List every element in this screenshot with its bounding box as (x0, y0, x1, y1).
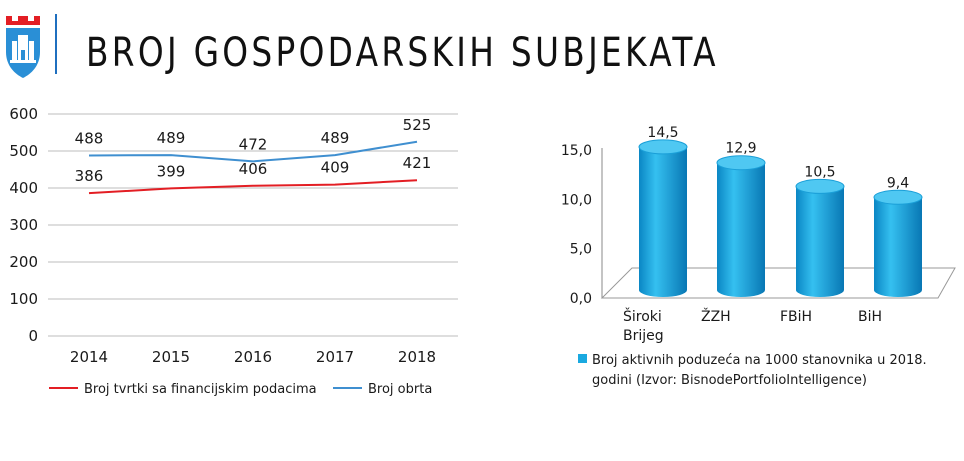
title-divider (55, 14, 57, 74)
legend-label: Broj tvrtki sa financijskim podacima (84, 382, 317, 397)
data-label: 386 (75, 167, 104, 185)
x-tick-label: ŽZH (701, 307, 731, 325)
slide-title: BROJ GOSPODARSKIH SUBJEKATA (86, 30, 719, 76)
chart-floor (600, 267, 956, 299)
data-label: 409 (321, 159, 350, 177)
data-label: 488 (75, 129, 104, 147)
bar (795, 178, 845, 297)
bar-body (717, 162, 765, 297)
y-tick-label: 100 (9, 290, 38, 308)
line-chart: 0 100 200 300 400 500 600 2014 2015 2016 2017 2018 3… (9, 105, 458, 397)
data-label: 399 (157, 162, 186, 180)
y-tick-label: 200 (9, 253, 38, 271)
x-tick-label: 2017 (316, 348, 354, 366)
y-tick-label: 600 (9, 105, 38, 123)
data-label: 525 (403, 116, 432, 134)
x-tick-label: BiH (858, 309, 882, 325)
y-tick-label: 300 (9, 216, 38, 234)
municipality-logo (3, 14, 43, 80)
legend-swatch (578, 354, 587, 363)
y-tick-label: 5,0 (570, 242, 592, 258)
series-line (88, 140, 418, 163)
y-tick-label: 500 (9, 142, 38, 160)
data-label: 9,4 (887, 175, 909, 191)
y-tick-label: 10,0 (561, 192, 592, 208)
x-tick-label: 2015 (152, 348, 190, 366)
bar-chart: 0,0 5,0 10,0 15,0 14,5 Široki Brijeg 12,9 ŽZH 10,… (561, 125, 956, 388)
bar-top (873, 189, 923, 205)
y-tick-label: 15,0 (561, 143, 592, 159)
x-tick-label: 2014 (70, 348, 108, 366)
x-tick-label: 2018 (398, 348, 436, 366)
bar-top (795, 178, 845, 194)
data-label: 489 (321, 129, 350, 147)
bar-top (638, 139, 688, 155)
data-label: 421 (403, 154, 432, 172)
bar-body (874, 197, 922, 297)
x-tick-label: Široki (623, 307, 662, 325)
bar-body (796, 186, 844, 297)
bar (638, 139, 688, 297)
bar (873, 189, 923, 297)
legend-label: Broj obrta (368, 382, 432, 397)
y-tick-label: 400 (9, 179, 38, 197)
data-label: 12,9 (725, 141, 756, 157)
data-label: 489 (157, 129, 186, 147)
x-tick-label: FBiH (780, 309, 812, 325)
bar-top (716, 155, 766, 171)
series-line (88, 179, 418, 195)
x-tick-label: Brijeg (623, 328, 664, 344)
y-tick-label: 0 (28, 327, 38, 345)
bar-body (639, 146, 687, 297)
data-label: 14,5 (647, 125, 678, 141)
y-tick-label: 0,0 (570, 291, 592, 307)
legend-label: godini (Izvor: BisnodePortfolioIntellige… (592, 373, 867, 388)
data-label: 10,5 (804, 164, 835, 180)
bar (716, 155, 766, 297)
data-label: 472 (239, 135, 268, 153)
data-label: 406 (239, 160, 268, 178)
x-tick-label: 2016 (234, 348, 272, 366)
legend-label: Broj aktivnih poduzeća na 1000 stanovnik… (592, 353, 927, 368)
